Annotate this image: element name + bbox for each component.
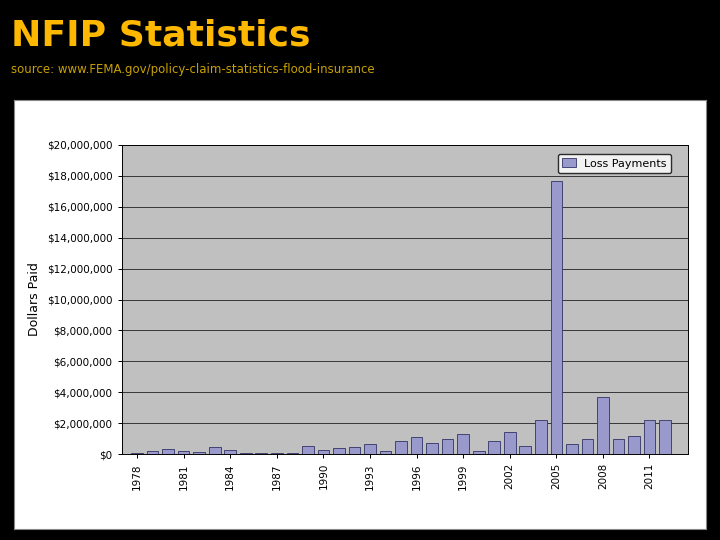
Bar: [535, 420, 546, 454]
Bar: [628, 436, 640, 454]
Bar: [504, 433, 516, 454]
Bar: [302, 446, 314, 454]
Bar: [395, 441, 407, 454]
Bar: [209, 447, 220, 454]
Text: NFIP Statistics: NFIP Statistics: [11, 19, 310, 53]
Legend: Loss Payments: Loss Payments: [558, 153, 672, 173]
Bar: [597, 397, 608, 454]
Text: Loss Dollars Paid (Calendar/Historical) (000): Loss Dollars Paid (Calendar/Historical) …: [215, 82, 595, 97]
Bar: [410, 437, 423, 454]
Bar: [644, 420, 655, 454]
Bar: [225, 450, 236, 454]
Bar: [613, 439, 624, 454]
Bar: [442, 438, 454, 454]
Bar: [488, 441, 500, 454]
Text: source: www.FEMA.gov/policy-claim-statistics-flood-insurance: source: www.FEMA.gov/policy-claim-statis…: [11, 63, 374, 76]
Bar: [240, 453, 251, 454]
Bar: [318, 450, 329, 454]
Bar: [147, 451, 158, 454]
Bar: [194, 452, 205, 454]
Bar: [364, 444, 376, 454]
Y-axis label: Dollars Paid: Dollars Paid: [28, 262, 41, 336]
Bar: [457, 434, 469, 454]
Bar: [162, 449, 174, 454]
Bar: [582, 440, 593, 454]
Bar: [566, 443, 577, 454]
Bar: [256, 453, 267, 454]
Bar: [131, 453, 143, 454]
Bar: [660, 420, 671, 454]
Bar: [178, 451, 189, 454]
Bar: [473, 451, 485, 454]
Bar: [379, 451, 392, 454]
Bar: [519, 446, 531, 454]
Bar: [426, 443, 438, 454]
Bar: [333, 448, 345, 454]
Bar: [348, 447, 360, 454]
Bar: [271, 453, 283, 454]
Bar: [287, 453, 298, 454]
Bar: [551, 180, 562, 454]
